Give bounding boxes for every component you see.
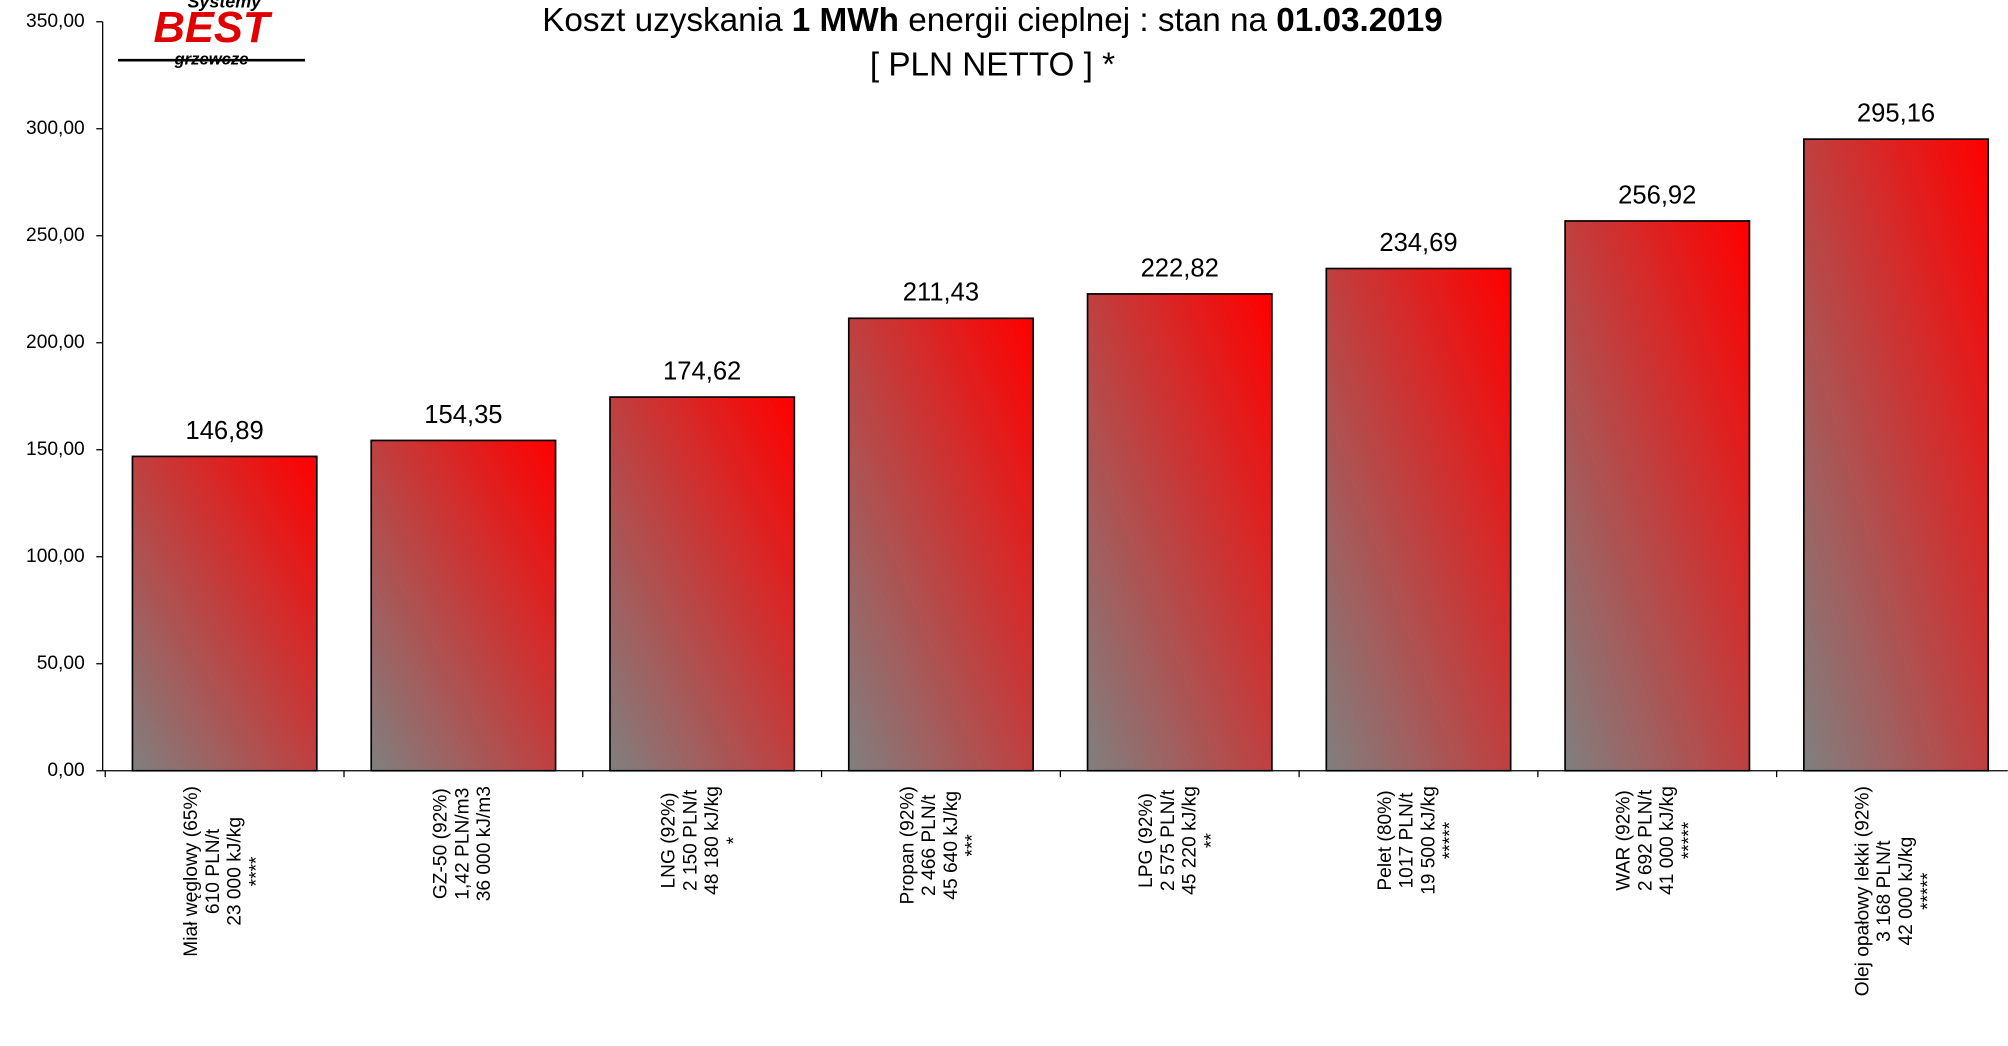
x-tick-label: LNG (92%): [659, 793, 680, 889]
value-label: 256,92: [1618, 181, 1696, 209]
x-tick-label: 45 220 kJ/kg: [1180, 786, 1201, 895]
y-tick-label: 150,00: [26, 439, 85, 460]
x-tick-label: *****: [1440, 821, 1461, 859]
value-label: 295,16: [1857, 100, 1935, 128]
bar: [370, 439, 557, 772]
x-tick-label: 3 168 PLN/t: [1874, 840, 1895, 942]
logo-top: Systemy: [187, 0, 262, 11]
chart-subtitle: [ PLN NETTO ] *: [870, 46, 1115, 83]
x-tick-label: 2 150 PLN/t: [680, 789, 701, 891]
x-tick-label: WAR (92%): [1614, 790, 1635, 891]
y-tick-label: 100,00: [26, 546, 85, 567]
logo-box: [115, 0, 305, 75]
value-label: 234,69: [1379, 229, 1457, 257]
x-tick-label: *****: [1918, 872, 1939, 910]
bar: [609, 396, 796, 772]
x-tick-label: 42 000 kJ/kg: [1896, 837, 1917, 946]
x-tick-label: Pelet (80%): [1375, 790, 1396, 890]
bar: [131, 455, 318, 772]
bar: [1325, 267, 1512, 772]
x-tick-label: ****: [246, 856, 267, 886]
title-part: 1 MWh: [792, 2, 899, 39]
x-tick-label: 41 000 kJ/kg: [1657, 786, 1678, 895]
x-tick-label: 2 575 PLN/t: [1158, 789, 1179, 891]
value-label: 154,35: [424, 401, 502, 429]
x-tick-label: 1017 PLN/t: [1397, 792, 1418, 889]
x-tick-label: Olej opałowy lekki (92%): [1852, 786, 1873, 996]
x-tick-label: **: [1201, 833, 1222, 848]
title-part: Koszt uzyskania: [542, 2, 792, 39]
value-label: 211,43: [903, 279, 979, 307]
x-tick-label: 1,42 PLN/m3: [452, 788, 473, 900]
logo: Systemy BEST grzewcze: [115, 0, 305, 75]
y-tick-label: 300,00: [26, 118, 85, 139]
chart-title: Koszt uzyskania 1 MWh energii cieplnej :…: [542, 2, 1443, 39]
x-tick-label: *****: [1679, 821, 1700, 859]
y-tick-label: 250,00: [26, 225, 85, 246]
y-tick-label: 50,00: [37, 653, 85, 674]
y-tick-label: 350,00: [26, 11, 85, 32]
x-tick-label: *: [724, 836, 745, 844]
x-tick-label: Propan (92%): [897, 786, 918, 904]
y-tick-label: 200,00: [26, 332, 85, 353]
x-tick-label: 610 PLN/t: [203, 828, 224, 914]
bar: [1564, 220, 1751, 772]
y-tick-label: 0,00: [47, 760, 84, 781]
x-tick-label: 2 692 PLN/t: [1635, 789, 1656, 891]
logo-main: BEST: [153, 4, 272, 52]
x-tick-label: LPG (92%): [1136, 793, 1157, 888]
value-label: 222,82: [1141, 254, 1219, 282]
bar: [847, 317, 1034, 772]
x-tick-label: GZ-50 (92%): [431, 788, 452, 899]
x-tick-label: 36 000 kJ/m3: [474, 786, 495, 901]
value-label: 174,62: [663, 358, 741, 386]
x-tick-label: 23 000 kJ/kg: [225, 817, 246, 926]
bar: [1803, 138, 1990, 772]
x-tick-label: 2 466 PLN/t: [919, 794, 940, 896]
value-label: 146,89: [185, 417, 263, 445]
title-part: energii cieplnej : stan na: [899, 2, 1276, 39]
logo-bottom: grzewcze: [174, 50, 249, 69]
title-part: 01.03.2019: [1276, 2, 1442, 39]
bar: [1086, 293, 1273, 772]
x-tick-label: 48 180 kJ/kg: [702, 786, 723, 895]
x-tick-label: Miał węglowy (65%): [181, 786, 202, 957]
x-tick-label: ***: [963, 834, 984, 857]
x-tick-label: 19 500 kJ/kg: [1418, 786, 1439, 895]
x-tick-label: 45 640 kJ/kg: [941, 791, 962, 900]
